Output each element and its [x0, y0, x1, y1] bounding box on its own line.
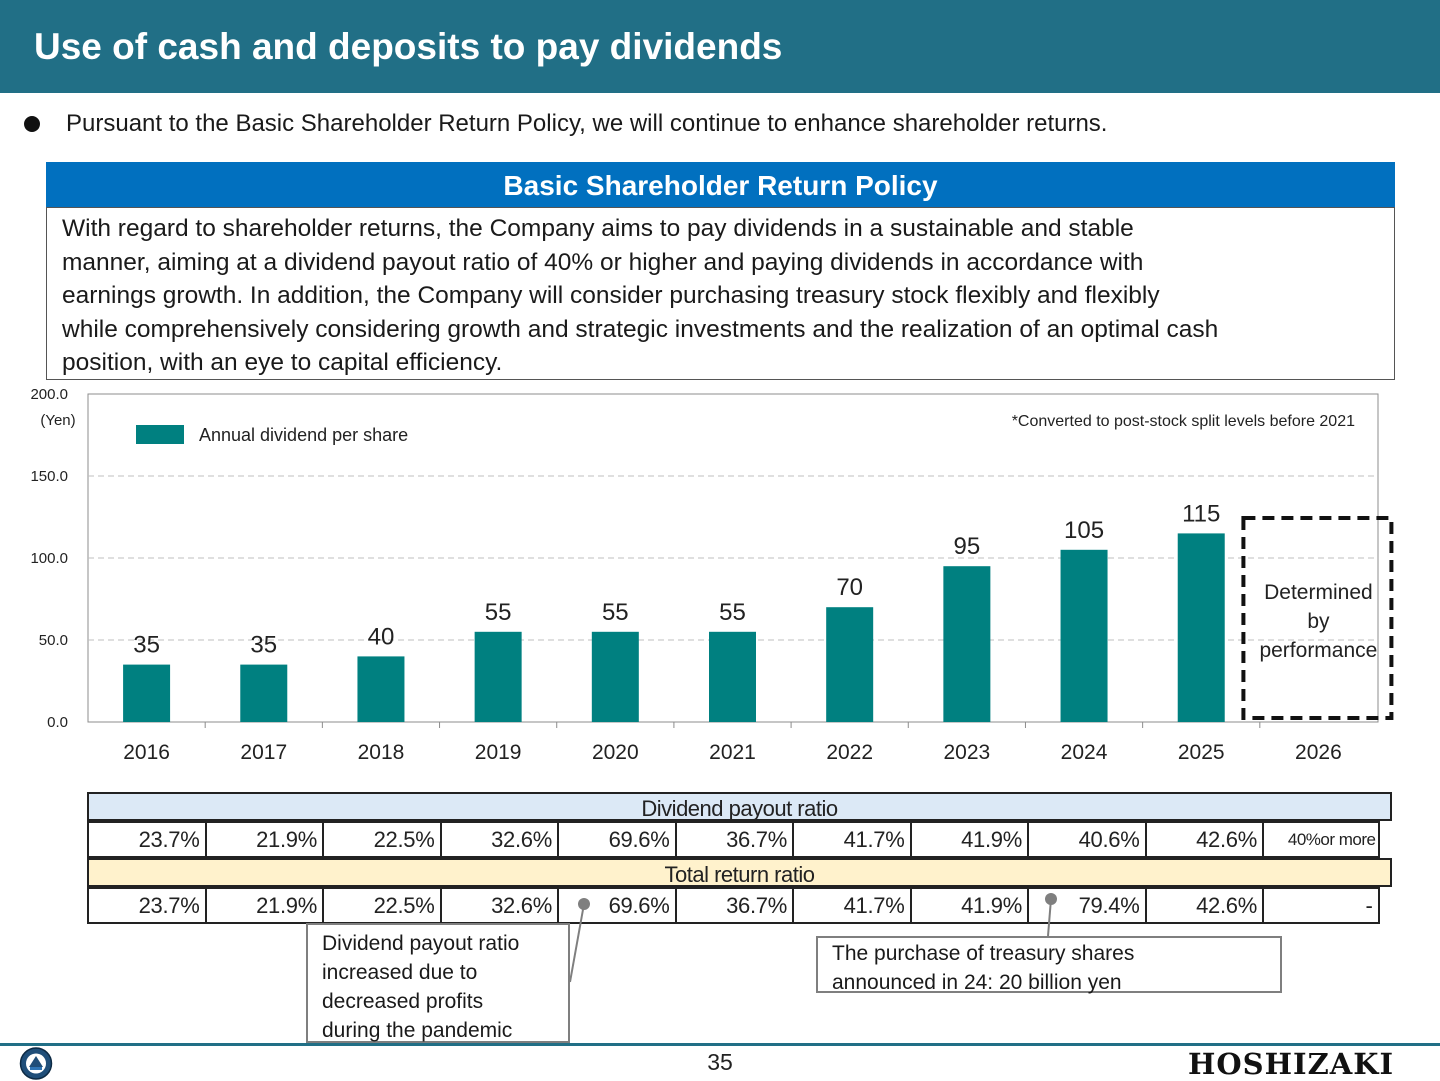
total-return-title: Total return ratio: [87, 858, 1392, 887]
callout-line: Dividend payout ratio: [322, 932, 520, 955]
data-label: 35: [133, 632, 160, 659]
data-label: 40: [368, 623, 395, 650]
bar: [357, 656, 405, 722]
y-tick-label: 50.0: [39, 632, 68, 649]
total-return-cell: 41.7%: [792, 887, 910, 924]
data-label: 115: [1182, 500, 1220, 527]
x-tick-label: 2019: [475, 741, 522, 764]
payout-ratio-cell: 23.7%: [87, 821, 205, 858]
y-tick-label: 200.0: [30, 386, 68, 403]
payout-ratio-cell: 32.6%: [439, 821, 557, 858]
header-bar: Use of cash and deposits to pay dividend…: [0, 0, 1440, 93]
data-label: 35: [250, 632, 277, 659]
x-tick-label: 2024: [1061, 741, 1108, 764]
data-label: 55: [719, 599, 746, 626]
total-return-cell: 36.7%: [674, 887, 792, 924]
bar: [240, 664, 288, 722]
x-tick-label: 2020: [592, 741, 639, 764]
total-return-cell: 22.5%: [322, 887, 440, 924]
total-return-cell: 41.9%: [909, 887, 1027, 924]
payout-ratio-cell: 41.7%: [792, 821, 910, 858]
bullet-dot-icon: [24, 116, 40, 132]
policy-box: With regard to shareholder returns, the …: [46, 207, 1395, 380]
x-tick-label: 2026: [1295, 741, 1342, 764]
y-tick-label: 150.0: [30, 468, 68, 485]
x-tick-label: 2025: [1178, 741, 1225, 764]
data-label: 95: [954, 533, 981, 560]
bar: [474, 631, 522, 722]
total-return-cell: 42.6%: [1144, 887, 1262, 924]
legend-swatch: [136, 425, 184, 444]
total-return-row: 23.7% 21.9% 22.5% 32.6% 69.6% 36.7% 41.7% 41.9%…: [87, 887, 1380, 924]
total-return-cell: 21.9%: [204, 887, 322, 924]
pandemic-callout: Dividend payout ratio increased due to d…: [306, 923, 570, 1043]
chart-note: *Converted to post-stock split levels be…: [1012, 413, 1355, 430]
policy-heading: Basic Shareholder Return Policy: [46, 162, 1395, 207]
legend-label: Annual dividend per share: [199, 425, 408, 445]
policy-line: earnings growth. In addition, the Compan…: [62, 282, 1160, 309]
page-title: Use of cash and deposits to pay dividend…: [34, 26, 783, 67]
bar: [591, 631, 639, 722]
policy-line: With regard to shareholder returns, the …: [62, 215, 1134, 242]
placeholder-label: performance: [1259, 639, 1377, 662]
bar: [1177, 533, 1225, 722]
payout-ratio-cell: 36.7%: [674, 821, 792, 858]
payout-ratio-cell: 40.6%: [1027, 821, 1145, 858]
y-tick-label: 0.0: [47, 714, 68, 731]
payout-ratio-cell: 40%or more: [1262, 821, 1380, 858]
callout-line: increased due to: [322, 961, 478, 984]
bar: [826, 607, 874, 722]
treasury-callout: The purchase of treasury shares announce…: [816, 936, 1282, 994]
x-tick-label: 2023: [944, 741, 991, 764]
payout-ratio-cell: 22.5%: [322, 821, 440, 858]
payout-ratio-cell: 41.9%: [909, 821, 1027, 858]
callout-line: decreased profits: [322, 990, 484, 1013]
bar: [943, 566, 991, 722]
y-tick-label: 100.0: [30, 550, 68, 567]
placeholder-box: [1241, 516, 1394, 720]
x-tick-label: 2021: [709, 741, 756, 764]
policy-line: position, with an eye to capital efficie…: [62, 349, 503, 376]
company-seal-icon: [19, 1047, 53, 1080]
data-label: 70: [836, 574, 863, 601]
x-tick-label: 2022: [826, 741, 873, 764]
data-label: 55: [485, 599, 512, 626]
x-tick-label: 2018: [358, 741, 405, 764]
policy-text: With regard to shareholder returns, the …: [62, 212, 1387, 380]
footer-divider: [0, 1043, 1440, 1046]
policy-line: while comprehensively considering growth…: [62, 315, 1219, 343]
bar: [123, 664, 171, 722]
callout-line: during the pandemic: [322, 1019, 513, 1042]
placeholder-label: Determined: [1264, 581, 1373, 604]
y-axis-label: (Yen): [40, 412, 75, 429]
policy-line: manner, aiming at a dividend payout rati…: [62, 248, 1144, 276]
bar: [1060, 549, 1108, 722]
page-number: 35: [707, 1049, 733, 1075]
x-tick-label: 2016: [123, 741, 170, 764]
placeholder-label: by: [1307, 610, 1330, 633]
bar: [709, 631, 756, 722]
brand-logo: HOSHIZAKI: [1188, 1047, 1395, 1081]
payout-ratio-title: Dividend payout ratio: [87, 792, 1392, 821]
total-return-cell: -: [1262, 887, 1380, 924]
total-return-cell: 32.6%: [439, 887, 557, 924]
total-return-cell: 79.4%: [1027, 887, 1145, 924]
payout-ratio-cell: 21.9%: [204, 821, 322, 858]
total-return-cell: 69.6%: [557, 887, 675, 924]
payout-ratio-cell: 69.6%: [557, 821, 675, 858]
callout-line: The purchase of treasury shares: [832, 942, 1135, 965]
callout-line: announced in 24: 20 billion yen: [832, 971, 1122, 994]
payout-ratio-row: 23.7% 21.9% 22.5% 32.6% 69.6% 36.7% 41.7% 41.9%…: [87, 821, 1380, 858]
data-label: 55: [602, 599, 629, 626]
intro-text: Pursuant to the Basic Shareholder Return…: [66, 110, 1108, 137]
total-return-cell: 23.7%: [87, 887, 205, 924]
payout-ratio-cell: 42.6%: [1144, 821, 1262, 858]
data-label: 105: [1064, 517, 1104, 544]
dividend-bar-chart: 0.0 50.0 100.0 150.0 200.0 (Yen) Annual divide…: [30, 386, 1394, 764]
x-tick-label: 2017: [240, 741, 287, 764]
